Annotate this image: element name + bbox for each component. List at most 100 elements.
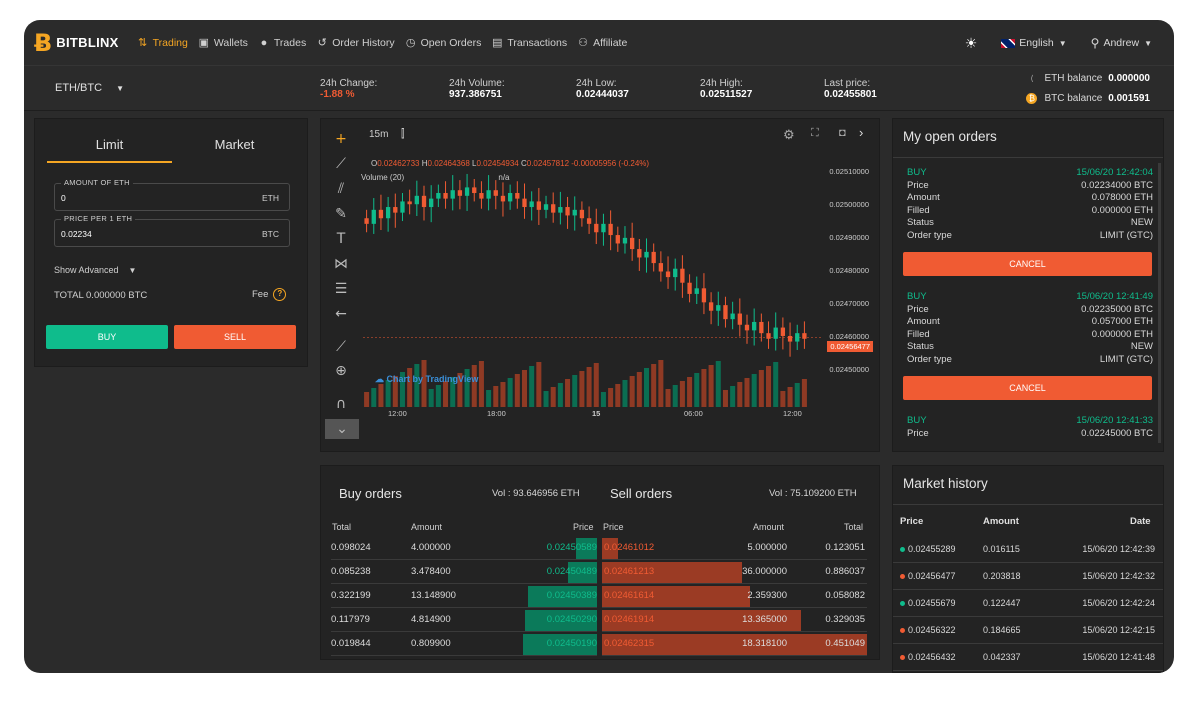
eth-balance: ⟨ ETH balance 0.000000 [1026, 73, 1150, 84]
sell-order-row[interactable]: 0.02461614 2.359300 0.058082 [602, 584, 867, 608]
order-status-row: Status NEW [907, 341, 1153, 354]
market-history-row[interactable]: 0.02456477 0.203818 15/06/20 12:42:32 [893, 563, 1163, 590]
candle [658, 251, 664, 282]
candle [723, 296, 728, 328]
candlestick-chart[interactable] [363, 169, 823, 419]
order-amount-label: Amount [907, 316, 940, 327]
order-filled-label: Filled [907, 328, 930, 340]
arrow-left-icon[interactable]: ← [335, 306, 347, 322]
candle [766, 321, 771, 349]
zoom-icon[interactable]: ⊕ [335, 363, 347, 379]
chevron-right-icon[interactable]: › [859, 125, 864, 140]
candle [759, 313, 764, 342]
fullscreen-icon[interactable]: ⛶ [811, 127, 819, 139]
nav-item-affiliate[interactable]: ⚇ Affiliate [577, 37, 627, 49]
candle [371, 198, 376, 234]
buy-order-row[interactable]: 0.117979 4.814900 0.02450290 [331, 608, 597, 632]
market-history-row[interactable]: 0.02456322 0.184665 15/06/20 12:42:15 [893, 617, 1163, 644]
nav-item-label: Trading [152, 36, 188, 49]
candle [644, 238, 649, 273]
order-price-label: Price [907, 303, 929, 315]
sell-depth-bar [602, 586, 751, 607]
buy-depth-bar [525, 610, 597, 631]
pair-select[interactable]: ETH/BTC ▼ [55, 82, 124, 94]
settings-icon[interactable]: ⚙ [783, 127, 795, 142]
candle-body [457, 190, 463, 196]
fee-info[interactable]: Fee? [252, 288, 287, 301]
order-price-label: Price [907, 179, 929, 191]
collapse-tools-icon[interactable]: ⌄ [325, 419, 359, 439]
sell-order-row[interactable]: 0.02461012 5.000000 0.123051 [602, 536, 867, 560]
nav-item-trades[interactable]: ● Trades [258, 37, 307, 49]
text-tool-icon[interactable]: T [336, 231, 346, 247]
candle-body [479, 193, 484, 199]
interval-select[interactable]: 15m [369, 129, 389, 140]
scrollbar[interactable] [1158, 163, 1161, 443]
price-input[interactable] [61, 229, 241, 239]
cancel-order-button[interactable]: CANCEL [903, 376, 1152, 400]
trade-date-cell: 15/06/20 12:42:15 [1082, 625, 1155, 635]
candle [622, 226, 628, 254]
trend-line-icon[interactable]: ⟋ [336, 156, 346, 172]
fib-tool-icon[interactable]: ⫽ [337, 181, 345, 197]
buy-order-row[interactable]: 0.098024 4.000000 0.02450589 [331, 536, 597, 560]
prediction-tool-icon[interactable]: ☰ [334, 281, 348, 297]
sell-order-row[interactable]: 0.02462315 18.318100 0.451049 [602, 632, 867, 656]
candle-body [687, 282, 692, 294]
candle-body [536, 201, 541, 210]
crosshair-icon[interactable]: + [335, 131, 347, 147]
language-select[interactable]: English ▼ [1001, 37, 1067, 49]
high-value: 0.02511527 [700, 89, 753, 100]
nav-item-label: Open Orders [420, 36, 482, 49]
ruler-icon[interactable]: ⟋ [336, 339, 346, 355]
market-history-row[interactable]: 0.02456432 0.042337 15/06/20 12:41:48 [893, 644, 1163, 671]
order-status-row: Status NEW [907, 217, 1153, 230]
order-total-cell: 0.451049 [825, 638, 865, 649]
low-value: 0.02444037 [576, 89, 629, 100]
tradingview-label: Chart by TradingView [386, 374, 479, 384]
order-side: BUY [907, 415, 927, 426]
ohlc-change: -0.00005956 (-0.24%) [571, 159, 650, 168]
tab-limit[interactable]: Limit [47, 129, 172, 163]
sell-button[interactable]: SELL [174, 325, 296, 349]
market-history-row[interactable]: 0.02455289 0.016115 15/06/20 12:42:39 [893, 536, 1163, 563]
tab-market[interactable]: Market [214, 137, 255, 152]
nav-item-trading[interactable]: ⇅ Trading [137, 37, 188, 49]
candle [601, 213, 606, 246]
pattern-tool-icon[interactable]: ⋈ [334, 256, 348, 272]
nav-item-open-orders[interactable]: ◷ Open Orders [405, 37, 482, 49]
volume-bar [744, 378, 750, 407]
user-menu[interactable]: ⚲ Andrew ▼ [1091, 36, 1152, 50]
candle-body [572, 209, 577, 216]
camera-icon[interactable]: ◘ [839, 127, 846, 139]
brand-logo[interactable]: Ƀ BITBLINX [34, 31, 119, 55]
candle [630, 222, 635, 261]
sell-order-row[interactable]: 0.02461213 36.000000 0.886037 [602, 560, 867, 584]
show-advanced-toggle[interactable]: Show Advanced ▼ [54, 265, 136, 275]
x-tick: 12:00 [783, 409, 802, 418]
buy-order-row[interactable]: 0.085238 3.478400 0.02450489 [331, 560, 597, 584]
y-tick: 0.02450000 [829, 365, 869, 374]
brush-icon[interactable]: ✎ [335, 206, 347, 222]
candle-body [565, 207, 570, 216]
cancel-order-button[interactable]: CANCEL [903, 252, 1152, 276]
volume-bar [493, 386, 499, 407]
theme-toggle[interactable]: ☀ [965, 35, 978, 52]
market-history-row[interactable]: 0.02455679 0.122447 15/06/20 12:42:24 [893, 590, 1163, 617]
tradingview-watermark[interactable]: ☁ Chart by TradingView [375, 374, 478, 385]
nav-item-order-history[interactable]: ↺ Order History [316, 37, 395, 49]
order-total: TOTAL 0.000000 BTC [54, 290, 148, 301]
buy-order-row[interactable]: 0.322199 13.148900 0.02450389 [331, 584, 597, 608]
buy-depth-bar [567, 562, 597, 583]
candle [414, 180, 419, 216]
magnet-icon[interactable]: ∩ [335, 396, 347, 412]
buy-button[interactable]: BUY [46, 325, 168, 349]
buy-order-row[interactable]: 0.019844 0.809900 0.02450190 [331, 632, 597, 656]
amount-input[interactable] [61, 193, 241, 203]
nav-item-transactions[interactable]: ▤ Transactions [491, 37, 567, 49]
nav-item-wallets[interactable]: ▣ Wallets [198, 37, 248, 49]
volume-bar [385, 380, 391, 407]
sell-order-row[interactable]: 0.02461914 13.365000 0.329035 [602, 608, 867, 632]
candle-type-icon[interactable]: ⫿ [401, 128, 405, 140]
candle-body [723, 305, 728, 320]
